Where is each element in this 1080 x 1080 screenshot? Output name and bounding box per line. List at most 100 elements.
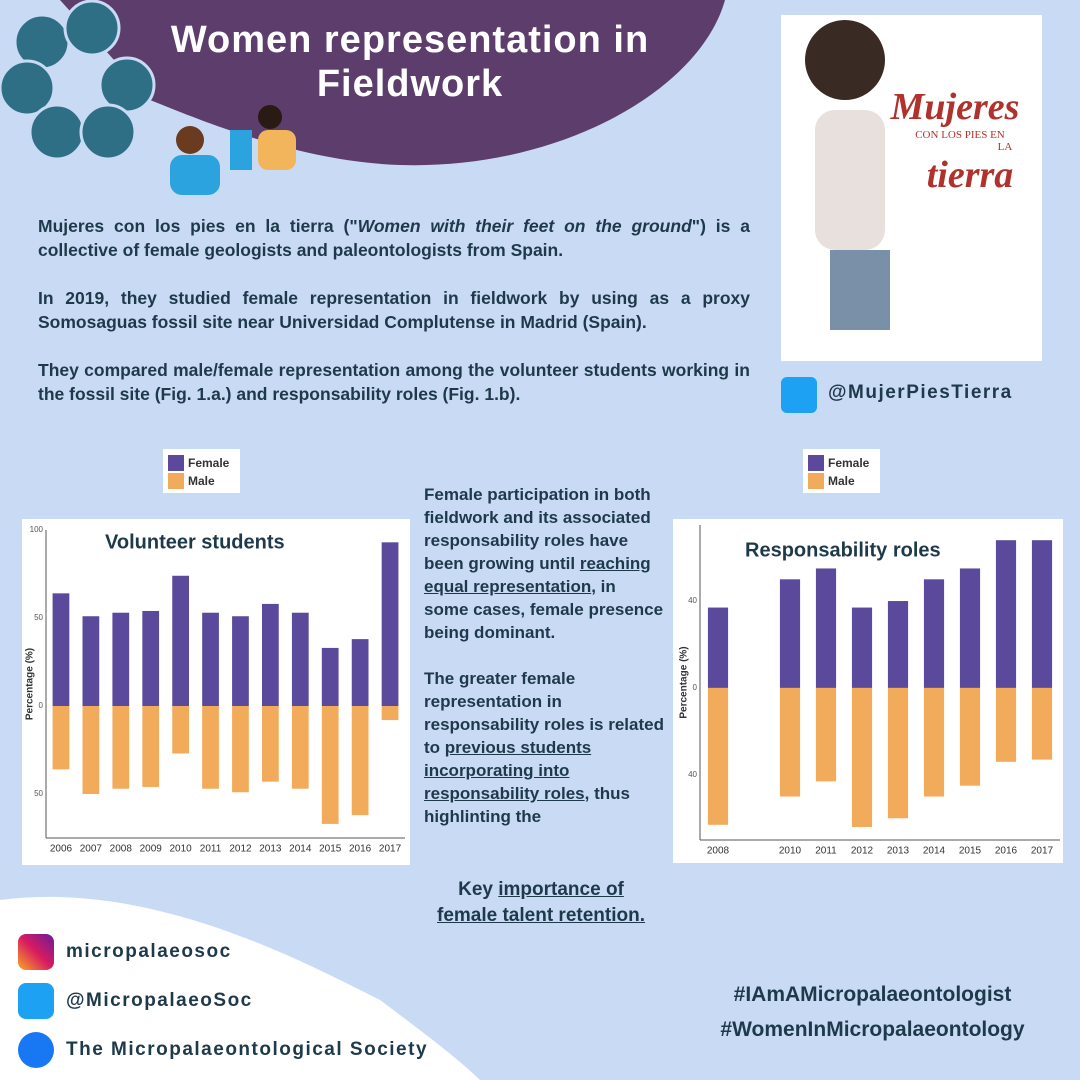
- social-label: micropalaeosoc: [66, 941, 232, 962]
- bar: [1031, 540, 1053, 688]
- legend-swatch: [808, 473, 824, 489]
- paragraph: The greater female representation in res…: [424, 667, 664, 828]
- poster-figure: [815, 110, 885, 250]
- text-run: importance of female talent retention.: [437, 879, 645, 926]
- bar: [923, 579, 945, 688]
- legend-label: Female: [828, 456, 870, 470]
- poster-word: LA: [997, 141, 1013, 153]
- logo: [0, 0, 156, 161]
- text-run: ") is a collective of female geologists …: [38, 216, 750, 260]
- text-run: They compared male/female representation…: [38, 360, 750, 404]
- text-run: , in some cases, female presence being d…: [424, 577, 664, 642]
- bar: [707, 687, 729, 825]
- y-axis-label: Percentage (%): [679, 646, 690, 718]
- poster-figure: [830, 250, 890, 330]
- bar: [815, 568, 837, 688]
- paragraph: Female participation in both fieldwork a…: [424, 483, 664, 644]
- facebook-icon: [18, 1032, 54, 1068]
- bar: [321, 647, 339, 706]
- y-tick-label: 50: [34, 789, 43, 798]
- y-axis-label: Percentage (%): [25, 648, 36, 720]
- bar: [381, 706, 399, 721]
- poster-word: tierra: [926, 154, 1014, 196]
- x-tick-label: 2014: [289, 844, 312, 855]
- bar: [959, 568, 981, 688]
- x-tick-label: 2016: [349, 844, 372, 855]
- bar: [172, 575, 190, 706]
- x-tick-label: 2017: [1031, 846, 1054, 857]
- bar: [291, 612, 309, 706]
- text-run: Female participation in both fieldwork a…: [424, 485, 651, 573]
- chart-title: Responsability roles: [745, 539, 941, 561]
- x-tick-label: 2011: [200, 844, 222, 855]
- y-tick-label: 40: [688, 770, 697, 779]
- intro: Mujeres con los pies en la tierra ("Wome…: [38, 214, 750, 430]
- x-tick-label: 2008: [707, 846, 730, 857]
- bar: [232, 616, 249, 706]
- y-tick-label: 100: [30, 525, 44, 534]
- footer-wave: [0, 896, 480, 1080]
- x-tick-label: 2017: [379, 844, 402, 855]
- bar: [815, 687, 837, 782]
- bar: [261, 603, 279, 706]
- social-row: The Micropalaeontological Society: [18, 1031, 428, 1069]
- social-row: micropalaeosoc: [18, 933, 232, 971]
- bar: [779, 687, 801, 797]
- bar: [232, 706, 249, 793]
- poster-word: Mujeres: [890, 86, 1020, 128]
- x-tick-label: 2016: [995, 846, 1018, 857]
- x-tick-label: 2006: [50, 844, 73, 855]
- bar: [82, 616, 100, 706]
- x-tick-label: 2012: [851, 846, 874, 857]
- bar: [202, 706, 219, 789]
- paragraph: In 2019, they studied female representat…: [38, 286, 750, 334]
- bar: [887, 687, 909, 819]
- bar: [351, 706, 369, 816]
- bar: [82, 706, 100, 794]
- y-tick-label: 50: [34, 613, 43, 622]
- illustration: [170, 105, 296, 195]
- instagram-icon: [18, 934, 54, 970]
- handle: @MujerPiesTierra: [828, 382, 1013, 403]
- legend-label: Male: [188, 474, 215, 488]
- social-label: The Micropalaeontological Society: [66, 1039, 429, 1060]
- bar: [959, 687, 981, 786]
- bar: [112, 612, 130, 706]
- legend-label: Male: [828, 474, 855, 488]
- paragraph: They compared male/female representation…: [38, 358, 750, 406]
- bar: [851, 687, 873, 827]
- title: Women representation in Fieldwork: [170, 19, 650, 105]
- conclusion: Key importance of female talent retentio…: [436, 877, 646, 929]
- bar: [1031, 687, 1053, 760]
- x-tick-label: 2014: [923, 846, 946, 857]
- bar: [142, 610, 160, 706]
- text-run: Women with their feet on the ground: [357, 216, 692, 236]
- bar: [112, 706, 130, 789]
- poster-word: CON LOS PIES EN: [915, 129, 1005, 141]
- poster-text: Mujeres CON LOS PIES EN LA tierra: [800, 85, 1030, 197]
- twitter-icon: [18, 983, 54, 1019]
- x-tick-label: 2013: [887, 846, 910, 857]
- twitter-icon: [781, 377, 817, 413]
- text-run: Mujeres con los pies en la tierra (": [38, 216, 358, 236]
- bar: [202, 612, 219, 706]
- x-tick-label: 2008: [110, 844, 133, 855]
- x-tick-label: 2009: [140, 844, 163, 855]
- bar: [351, 639, 369, 706]
- legend-swatch: [808, 455, 824, 471]
- bar: [779, 579, 801, 688]
- x-tick-label: 2011: [815, 846, 837, 857]
- social-row: @MicropalaeoSoc: [18, 982, 253, 1020]
- x-tick-label: 2010: [779, 846, 802, 857]
- text-run: In 2019, they studied female representat…: [38, 288, 750, 332]
- text-run: Key: [458, 879, 499, 900]
- hashtag: #WomenInMicropalaeontology: [720, 1018, 1025, 1041]
- bar: [291, 706, 309, 789]
- y-tick-label: 40: [688, 596, 697, 605]
- bar: [923, 687, 945, 797]
- text-run: , thus highlinting the: [424, 784, 630, 826]
- bar: [52, 706, 70, 770]
- text-run: The greater female representation in res…: [424, 669, 664, 757]
